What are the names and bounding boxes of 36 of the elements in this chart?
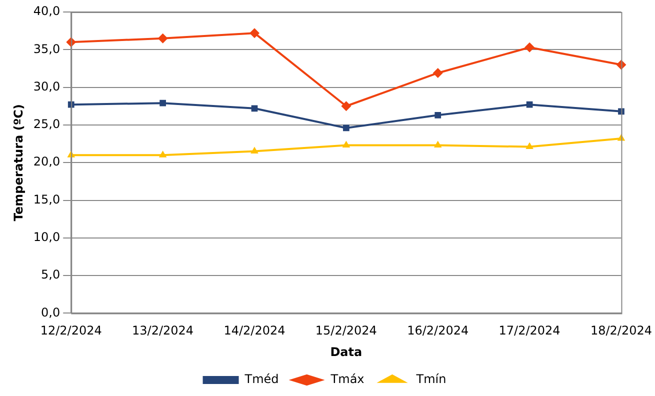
point [434,140,442,148]
x-tick-label: 14/2/2024 [224,324,286,338]
y-axis-title: Temperatura (ºC) [11,104,26,222]
legend-label: Tmáx [330,372,364,386]
x-tick-label: 17/2/2024 [498,324,560,338]
point [432,68,443,78]
point [434,112,442,118]
point [526,142,534,150]
y-tick-label: 35,0 [33,42,60,56]
point [249,28,260,38]
point [342,124,350,132]
point [160,100,166,106]
x-tick-label: 15/2/2024 [315,324,377,338]
x-axis-title: Data [330,344,362,359]
y-tick-label: 15,0 [33,192,60,206]
y-tick-label: 0,0 [41,305,60,320]
point [341,101,352,112]
x-tick-label: 16/2/2024 [407,324,469,338]
x-tick-label: 18/2/2024 [590,324,652,338]
point [251,105,258,112]
legend-label: Tmín [415,372,446,386]
point [250,146,258,154]
y-tick-label: 5,0 [41,268,60,282]
point [158,150,167,158]
y-tick-label: 25,0 [33,117,60,132]
y-tick-label: 40,0 [33,4,60,18]
y-tick-label: 10,0 [33,230,60,244]
point [526,101,533,108]
point [158,33,168,44]
x-tick-label: 13/2/2024 [132,324,194,338]
legend-label: Tméd [244,372,279,386]
point [342,140,350,148]
x-tick-label: 12/2/2024 [40,324,102,338]
y-tick-label: 30,0 [33,79,60,94]
y-tick-label: 20,0 [33,154,60,169]
point [524,42,535,52]
